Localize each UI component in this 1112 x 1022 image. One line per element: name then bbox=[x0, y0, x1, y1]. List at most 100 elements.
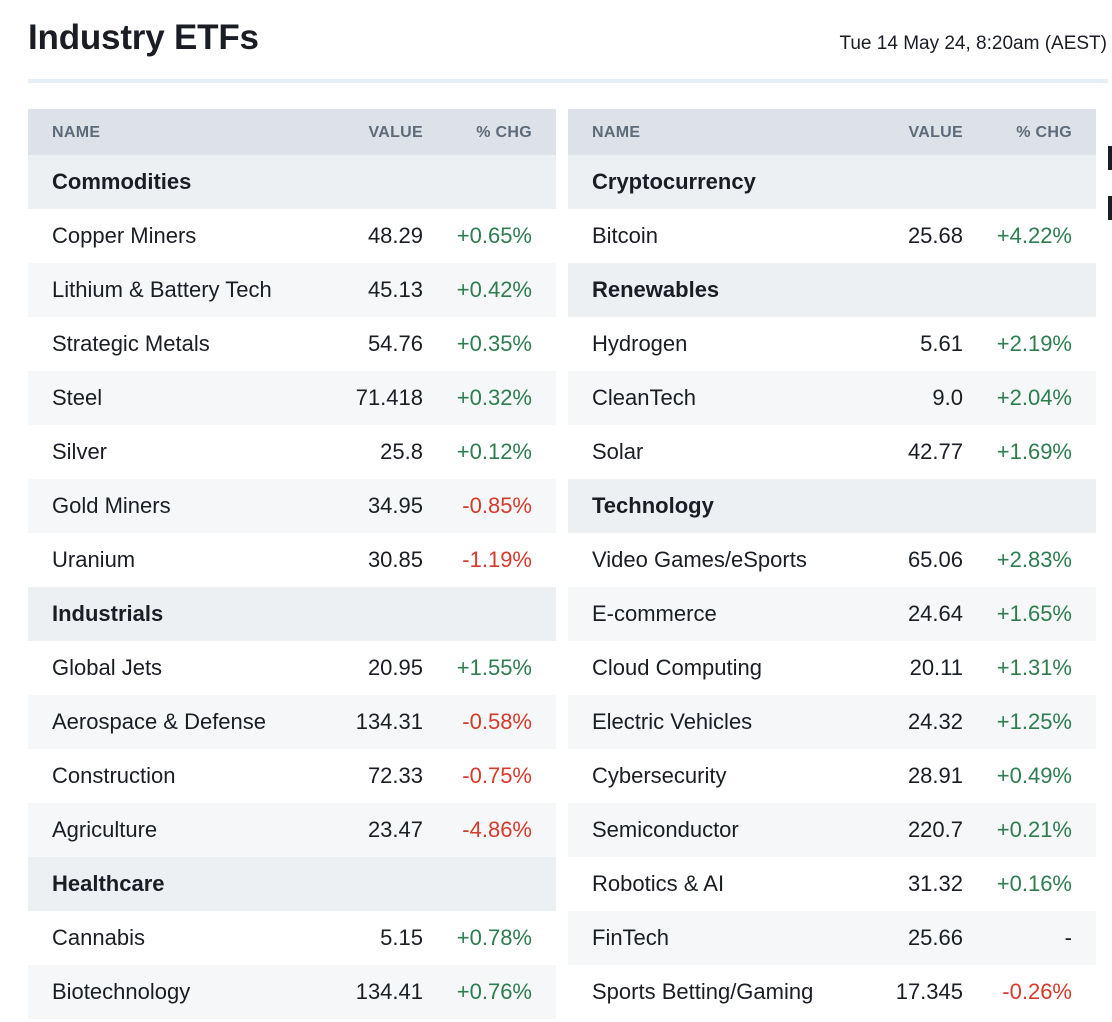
etf-name[interactable]: Strategic Metals bbox=[52, 331, 210, 356]
etf-name[interactable]: Cannabis bbox=[52, 925, 145, 950]
etf-name[interactable]: Electric Vehicles bbox=[592, 709, 753, 734]
section-header: Healthcare bbox=[28, 857, 556, 911]
etf-name[interactable]: Copper Miners bbox=[52, 223, 197, 248]
column-header-value[interactable]: VALUE bbox=[368, 124, 423, 141]
etf-value: 20.95 bbox=[367, 655, 423, 680]
etf-change: -0.26% bbox=[1002, 979, 1072, 1004]
etf-name[interactable]: FinTech bbox=[592, 925, 670, 950]
column-header-change[interactable]: % CHG bbox=[476, 124, 532, 141]
table-row[interactable]: E-commerce 24.64 +1.65% bbox=[568, 587, 1096, 641]
etf-name[interactable]: Biotechnology bbox=[52, 979, 191, 1004]
etf-value: 45.13 bbox=[367, 277, 423, 302]
etf-value: 220.7 bbox=[907, 817, 963, 842]
table-row[interactable]: Cannabis 5.15 +0.78% bbox=[28, 911, 556, 965]
table-row[interactable]: Silver 25.8 +0.12% bbox=[28, 425, 556, 479]
section-title: Healthcare bbox=[52, 871, 165, 896]
etf-name[interactable]: Semiconductor bbox=[592, 817, 739, 842]
etf-name[interactable]: Hydrogen bbox=[592, 331, 688, 356]
table-row[interactable]: Semiconductor 220.7 +0.21% bbox=[568, 803, 1096, 857]
etf-value: 17.345 bbox=[895, 979, 963, 1004]
table-row[interactable]: Solar 42.77 +1.69% bbox=[568, 425, 1096, 479]
etf-value: 42.77 bbox=[907, 439, 963, 464]
table-row[interactable]: Hydrogen 5.61 +2.19% bbox=[568, 317, 1096, 371]
table-row[interactable]: Global Jets 20.95 +1.55% bbox=[28, 641, 556, 695]
etf-change: -0.85% bbox=[462, 493, 532, 518]
table-header: NAME VALUE % CHG bbox=[568, 109, 1096, 155]
table-row[interactable]: Bitcoin 25.68 +4.22% bbox=[568, 209, 1096, 263]
etf-change: +2.04% bbox=[996, 385, 1072, 410]
etf-value: 72.33 bbox=[367, 763, 423, 788]
etf-name[interactable]: Solar bbox=[592, 439, 644, 464]
table-row[interactable]: Copper Miners 48.29 +0.65% bbox=[28, 209, 556, 263]
table-row[interactable]: Gold Miners 34.95 -0.85% bbox=[28, 479, 556, 533]
etf-name[interactable]: Gold Miners bbox=[52, 493, 171, 518]
etf-name[interactable]: Lithium & Battery Tech bbox=[52, 277, 272, 302]
etf-change: +2.83% bbox=[996, 547, 1072, 572]
header-divider bbox=[28, 79, 1108, 83]
etf-change: +0.21% bbox=[996, 817, 1072, 842]
etf-name[interactable]: E-commerce bbox=[592, 601, 717, 626]
column-header-change[interactable]: % CHG bbox=[1016, 124, 1072, 141]
table-row[interactable]: Lithium & Battery Tech 45.13 +0.42% bbox=[28, 263, 556, 317]
table-row[interactable]: CleanTech 9.0 +2.04% bbox=[568, 371, 1096, 425]
table-row[interactable]: Strategic Metals 54.76 +0.35% bbox=[28, 317, 556, 371]
table-row[interactable]: Video Games/eSports 65.06 +2.83% bbox=[568, 533, 1096, 587]
etf-change: +1.55% bbox=[456, 655, 532, 680]
table-row[interactable]: Biotechnology 134.41 +0.76% bbox=[28, 965, 556, 1019]
etf-name[interactable]: Agriculture bbox=[52, 817, 158, 842]
etf-name[interactable]: Global Jets bbox=[52, 655, 163, 680]
etf-change: - bbox=[1064, 925, 1072, 950]
table-row[interactable]: FinTech 25.66 - bbox=[568, 911, 1096, 965]
table-row[interactable]: Construction 72.33 -0.75% bbox=[28, 749, 556, 803]
table-row[interactable]: Cloud Computing 20.11 +1.31% bbox=[568, 641, 1096, 695]
etf-name[interactable]: Bitcoin bbox=[592, 223, 659, 248]
etf-name[interactable]: Sports Betting/Gaming bbox=[592, 979, 814, 1004]
etf-change: -1.19% bbox=[462, 547, 532, 572]
table-row[interactable]: Robotics & AI 31.32 +0.16% bbox=[568, 857, 1096, 911]
etf-name[interactable]: CleanTech bbox=[592, 385, 696, 410]
table-row[interactable]: Steel 71.418 +0.32% bbox=[28, 371, 556, 425]
etf-table-left: NAME VALUE % CHG Commodities Copper Miner… bbox=[28, 109, 556, 1019]
section-title: Cryptocurrency bbox=[592, 169, 756, 194]
section-header: Cryptocurrency bbox=[568, 155, 1096, 209]
table-body: Commodities Copper Miners 48.29 +0.65% Lithi… bbox=[28, 155, 556, 1019]
etf-change: +0.42% bbox=[456, 277, 532, 302]
etf-name[interactable]: Cloud Computing bbox=[592, 655, 762, 680]
etf-value: 5.61 bbox=[920, 331, 963, 356]
etf-change: -0.58% bbox=[462, 709, 532, 734]
table-row[interactable]: Aerospace & Defense 134.31 -0.58% bbox=[28, 695, 556, 749]
etf-change: +0.78% bbox=[456, 925, 532, 950]
column-header-value[interactable]: VALUE bbox=[908, 124, 963, 141]
scroll-indicator bbox=[1108, 146, 1112, 170]
etf-value: 24.64 bbox=[907, 601, 963, 626]
etf-name[interactable]: Silver bbox=[52, 439, 108, 464]
etf-name[interactable]: Aerospace & Defense bbox=[52, 709, 267, 734]
etf-change: +1.31% bbox=[996, 655, 1072, 680]
etf-value: 24.32 bbox=[907, 709, 963, 734]
scroll-indicator bbox=[1108, 196, 1112, 220]
table-row[interactable]: Agriculture 23.47 -4.86% bbox=[28, 803, 556, 857]
etf-value: 23.47 bbox=[367, 817, 423, 842]
etf-name[interactable]: Robotics & AI bbox=[592, 871, 725, 896]
etf-name[interactable]: Cybersecurity bbox=[592, 763, 727, 788]
table-body: Cryptocurrency Bitcoin 25.68 +4.22% Renewabl… bbox=[568, 155, 1096, 1019]
etf-change: +0.32% bbox=[456, 385, 532, 410]
section-title: Technology bbox=[592, 493, 714, 518]
table-row[interactable]: Cybersecurity 28.91 +0.49% bbox=[568, 749, 1096, 803]
table-row[interactable]: Electric Vehicles 24.32 +1.25% bbox=[568, 695, 1096, 749]
etf-name[interactable]: Construction bbox=[52, 763, 176, 788]
column-header-name[interactable]: NAME bbox=[592, 124, 641, 141]
etf-change: -0.75% bbox=[462, 763, 532, 788]
etf-name[interactable]: Uranium bbox=[52, 547, 136, 572]
etf-value: 20.11 bbox=[909, 655, 963, 680]
etf-name[interactable]: Video Games/eSports bbox=[592, 547, 807, 572]
column-header-name[interactable]: NAME bbox=[52, 124, 101, 141]
table-row[interactable]: Uranium 30.85 -1.19% bbox=[28, 533, 556, 587]
etf-name[interactable]: Steel bbox=[52, 385, 103, 410]
section-title: Renewables bbox=[592, 277, 720, 302]
table-row[interactable]: Sports Betting/Gaming 17.345 -0.26% bbox=[568, 965, 1096, 1019]
etf-value: 65.06 bbox=[907, 547, 963, 572]
etf-change: +1.69% bbox=[996, 439, 1072, 464]
section-header: Commodities bbox=[28, 155, 556, 209]
etf-value: 25.8 bbox=[380, 439, 423, 464]
